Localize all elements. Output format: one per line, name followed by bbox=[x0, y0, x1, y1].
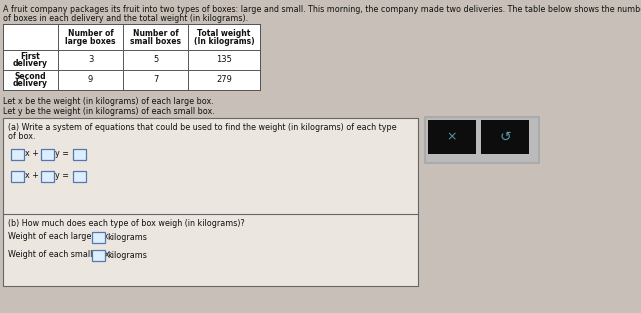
Text: small boxes: small boxes bbox=[130, 37, 181, 45]
Bar bbox=[3, 118, 418, 286]
Text: A fruit company packages its fruit into two types of boxes: large and small. Thi: A fruit company packages its fruit into … bbox=[3, 5, 641, 14]
Text: 135: 135 bbox=[216, 55, 232, 64]
Bar bbox=[73, 148, 86, 160]
Text: 3: 3 bbox=[88, 55, 93, 64]
Bar bbox=[92, 249, 104, 260]
Text: y =: y = bbox=[55, 150, 69, 158]
Bar bbox=[92, 232, 104, 243]
Text: 5: 5 bbox=[153, 55, 158, 64]
Text: y =: y = bbox=[55, 172, 69, 181]
Text: Number of: Number of bbox=[67, 28, 113, 38]
Bar bbox=[3, 24, 260, 90]
Bar bbox=[425, 117, 539, 163]
Text: x +: x + bbox=[25, 172, 39, 181]
Text: ↺: ↺ bbox=[499, 130, 511, 144]
Bar bbox=[481, 120, 529, 154]
Text: 9: 9 bbox=[88, 75, 93, 85]
Text: Second: Second bbox=[15, 72, 46, 81]
Text: Number of: Number of bbox=[133, 28, 178, 38]
Text: Weight of each large box:: Weight of each large box: bbox=[8, 232, 111, 241]
Text: Let x be the weight (in kilograms) of each large box.: Let x be the weight (in kilograms) of ea… bbox=[3, 97, 213, 106]
Text: First: First bbox=[21, 52, 40, 61]
Text: delivery: delivery bbox=[13, 79, 48, 88]
Text: of boxes in each delivery and the total weight (in kilograms).: of boxes in each delivery and the total … bbox=[3, 14, 248, 23]
Bar bbox=[11, 148, 24, 160]
Text: kilograms: kilograms bbox=[107, 250, 147, 259]
Bar bbox=[41, 171, 54, 182]
Text: delivery: delivery bbox=[13, 59, 48, 68]
Bar bbox=[11, 171, 24, 182]
Text: x +: x + bbox=[25, 150, 39, 158]
Text: (b) How much does each type of box weigh (in kilograms)?: (b) How much does each type of box weigh… bbox=[8, 219, 245, 228]
Text: Total weight: Total weight bbox=[197, 28, 251, 38]
Text: 279: 279 bbox=[216, 75, 232, 85]
Text: Let y be the weight (in kilograms) of each small box.: Let y be the weight (in kilograms) of ea… bbox=[3, 107, 215, 116]
Bar bbox=[41, 148, 54, 160]
Bar bbox=[73, 171, 86, 182]
Text: Weight of each small box:: Weight of each small box: bbox=[8, 250, 112, 259]
Text: (In kilograms): (In kilograms) bbox=[194, 37, 254, 45]
Text: of box.: of box. bbox=[8, 132, 35, 141]
Text: ×: × bbox=[447, 131, 457, 143]
Bar bbox=[428, 120, 476, 154]
Text: 7: 7 bbox=[153, 75, 158, 85]
Text: (a) Write a system of equations that could be used to find the weight (in kilogr: (a) Write a system of equations that cou… bbox=[8, 123, 397, 132]
Text: kilograms: kilograms bbox=[107, 233, 147, 242]
Text: large boxes: large boxes bbox=[65, 37, 116, 45]
